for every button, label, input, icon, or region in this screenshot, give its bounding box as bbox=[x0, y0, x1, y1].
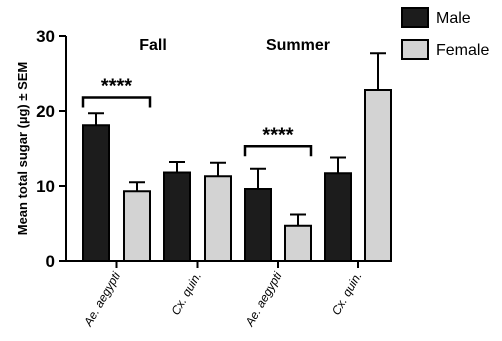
category-label: Cx. quin. bbox=[329, 270, 365, 318]
y-tick-label: 20 bbox=[36, 102, 55, 121]
chart-legend: Male Female bbox=[401, 7, 489, 60]
legend-swatch-female bbox=[401, 39, 429, 60]
y-tick-label: 10 bbox=[36, 177, 55, 196]
group-label: Summer bbox=[266, 37, 330, 54]
significance-label: **** bbox=[262, 124, 293, 146]
bar-female bbox=[364, 89, 392, 262]
bar-male bbox=[82, 124, 110, 262]
y-tick-label: 0 bbox=[46, 252, 55, 271]
bar-female bbox=[204, 175, 232, 262]
legend-label-male: Male bbox=[436, 10, 471, 27]
chart-axes: 0 10 20 30 Mean total sugar (µg) ± SEM bbox=[15, 27, 390, 271]
category-label: Ae. aegypti bbox=[242, 269, 285, 329]
legend-swatch-male bbox=[401, 7, 429, 28]
bar-male bbox=[163, 171, 191, 262]
bar-female bbox=[284, 224, 312, 262]
significance-label: **** bbox=[101, 76, 132, 98]
y-tick-label: 30 bbox=[36, 27, 55, 46]
chart-bars bbox=[82, 52, 392, 262]
bar-male bbox=[244, 188, 272, 262]
significance-bracket bbox=[243, 145, 313, 157]
bar-female bbox=[123, 190, 151, 262]
group-label: Fall bbox=[139, 37, 167, 54]
category-label: Cx. quin. bbox=[168, 270, 204, 318]
category-label: Ae. aegypti bbox=[80, 269, 123, 329]
legend-label-female: Female bbox=[436, 42, 489, 59]
significance-bracket bbox=[81, 96, 152, 108]
bar-male bbox=[324, 172, 352, 262]
y-axis-label: Mean total sugar (µg) ± SEM bbox=[15, 62, 30, 236]
